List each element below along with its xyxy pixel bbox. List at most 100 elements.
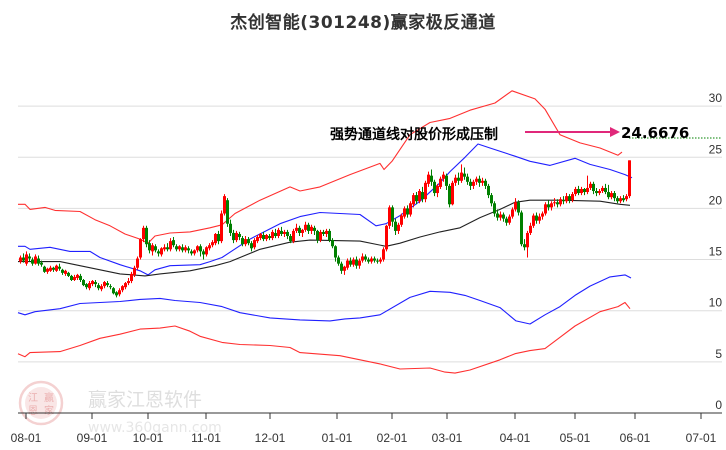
candle-body [235, 232, 238, 241]
candle-body [541, 213, 544, 217]
candle-body [424, 182, 427, 200]
candle-body [250, 243, 253, 249]
candle-body [331, 240, 334, 247]
candle-body [289, 236, 292, 242]
candle-body [373, 258, 376, 261]
candle-body [142, 227, 145, 240]
candle-body [100, 286, 103, 290]
candle-body [175, 246, 178, 250]
candle-body [349, 260, 352, 265]
annotation-text: 强势通道线对股价形成压制 [330, 126, 498, 143]
candle-body [625, 196, 628, 200]
candle-body [163, 247, 166, 250]
candle-body [382, 249, 385, 260]
y-tick-label: 15 [709, 245, 723, 259]
candle-body [610, 193, 613, 198]
candle-body [526, 232, 529, 248]
candle-body [193, 250, 196, 254]
candle-body [445, 175, 448, 186]
candle-body [388, 207, 391, 226]
x-tick-label: 02-01 [377, 431, 408, 445]
candle-body [73, 276, 76, 281]
candle-body [154, 246, 157, 251]
candle-body [436, 185, 439, 194]
candle-body [460, 172, 463, 181]
x-tick-label: 12-01 [255, 431, 286, 445]
candle-body [157, 251, 160, 254]
candle-body [208, 245, 211, 249]
candle-body [472, 181, 475, 186]
candle-body [295, 227, 298, 231]
svg-text:赢: 赢 [44, 391, 54, 404]
candle-body [403, 208, 406, 217]
candle-body [478, 178, 481, 183]
candle-body [376, 260, 379, 262]
candle-body [418, 191, 421, 202]
candle-body [589, 183, 592, 188]
candle-body [91, 281, 94, 285]
candle-body [94, 282, 97, 285]
candle-body [319, 231, 322, 241]
candle-body [598, 191, 601, 194]
y-tick-label: 10 [709, 296, 723, 310]
x-tick-label: 07-01 [686, 431, 717, 445]
candle-body [217, 233, 220, 242]
candle-body [199, 246, 202, 252]
candle-body [28, 256, 31, 259]
candle-body [136, 258, 139, 268]
annotation: 强势通道线对股价形成压制 24.6676 [330, 124, 722, 143]
candle-body [622, 198, 625, 201]
candle-body [370, 258, 373, 262]
candle-body [205, 247, 208, 255]
candle-body [214, 233, 217, 244]
candle-body [292, 230, 295, 242]
candle-body [565, 196, 568, 202]
candle-body [508, 216, 511, 223]
candle-body [220, 213, 223, 242]
candle-body [607, 192, 610, 198]
candle-body [79, 275, 82, 281]
candle-body [265, 234, 268, 240]
candle-body [283, 231, 286, 234]
gridlines: 0 5 10 15 20 25 30 [18, 91, 722, 412]
arrow-right-icon [610, 127, 620, 137]
candle-body [442, 174, 445, 179]
candle-body [313, 227, 316, 231]
candle-body [583, 188, 586, 193]
candle-body [352, 259, 355, 265]
candle-body [259, 233, 262, 239]
candle-body [262, 234, 265, 240]
outer-upper-line [18, 90, 623, 244]
candle-body [451, 182, 454, 205]
last-price-label: 24.6676 [621, 124, 689, 142]
candle-body [454, 177, 457, 183]
candle-body [211, 242, 214, 246]
candle-body [430, 175, 433, 182]
candle-body [346, 260, 349, 268]
watermark-url: www.360gann.com [88, 420, 222, 436]
candle-body [499, 214, 502, 218]
candle-body [277, 229, 280, 237]
candle-body [139, 239, 142, 258]
candle-body [613, 193, 616, 199]
candle-body [49, 267, 52, 271]
candle-body [25, 254, 28, 264]
x-tick-label: 05-01 [560, 431, 591, 445]
candle-body [421, 192, 424, 200]
candle-body [46, 268, 49, 272]
x-tick-label: 03-01 [432, 431, 463, 445]
y-tick-label: 20 [709, 193, 723, 207]
candle-body [34, 256, 37, 264]
candle-body [58, 266, 61, 269]
candle-body [82, 280, 85, 286]
candle-body [415, 195, 418, 202]
candle-body [481, 180, 484, 183]
candle-body [271, 231, 274, 239]
candle-body [358, 260, 361, 266]
candle-body [595, 191, 598, 194]
candle-body [52, 267, 55, 270]
candle-body [571, 194, 574, 201]
candle-body [628, 160, 631, 197]
candle-body [562, 200, 565, 202]
